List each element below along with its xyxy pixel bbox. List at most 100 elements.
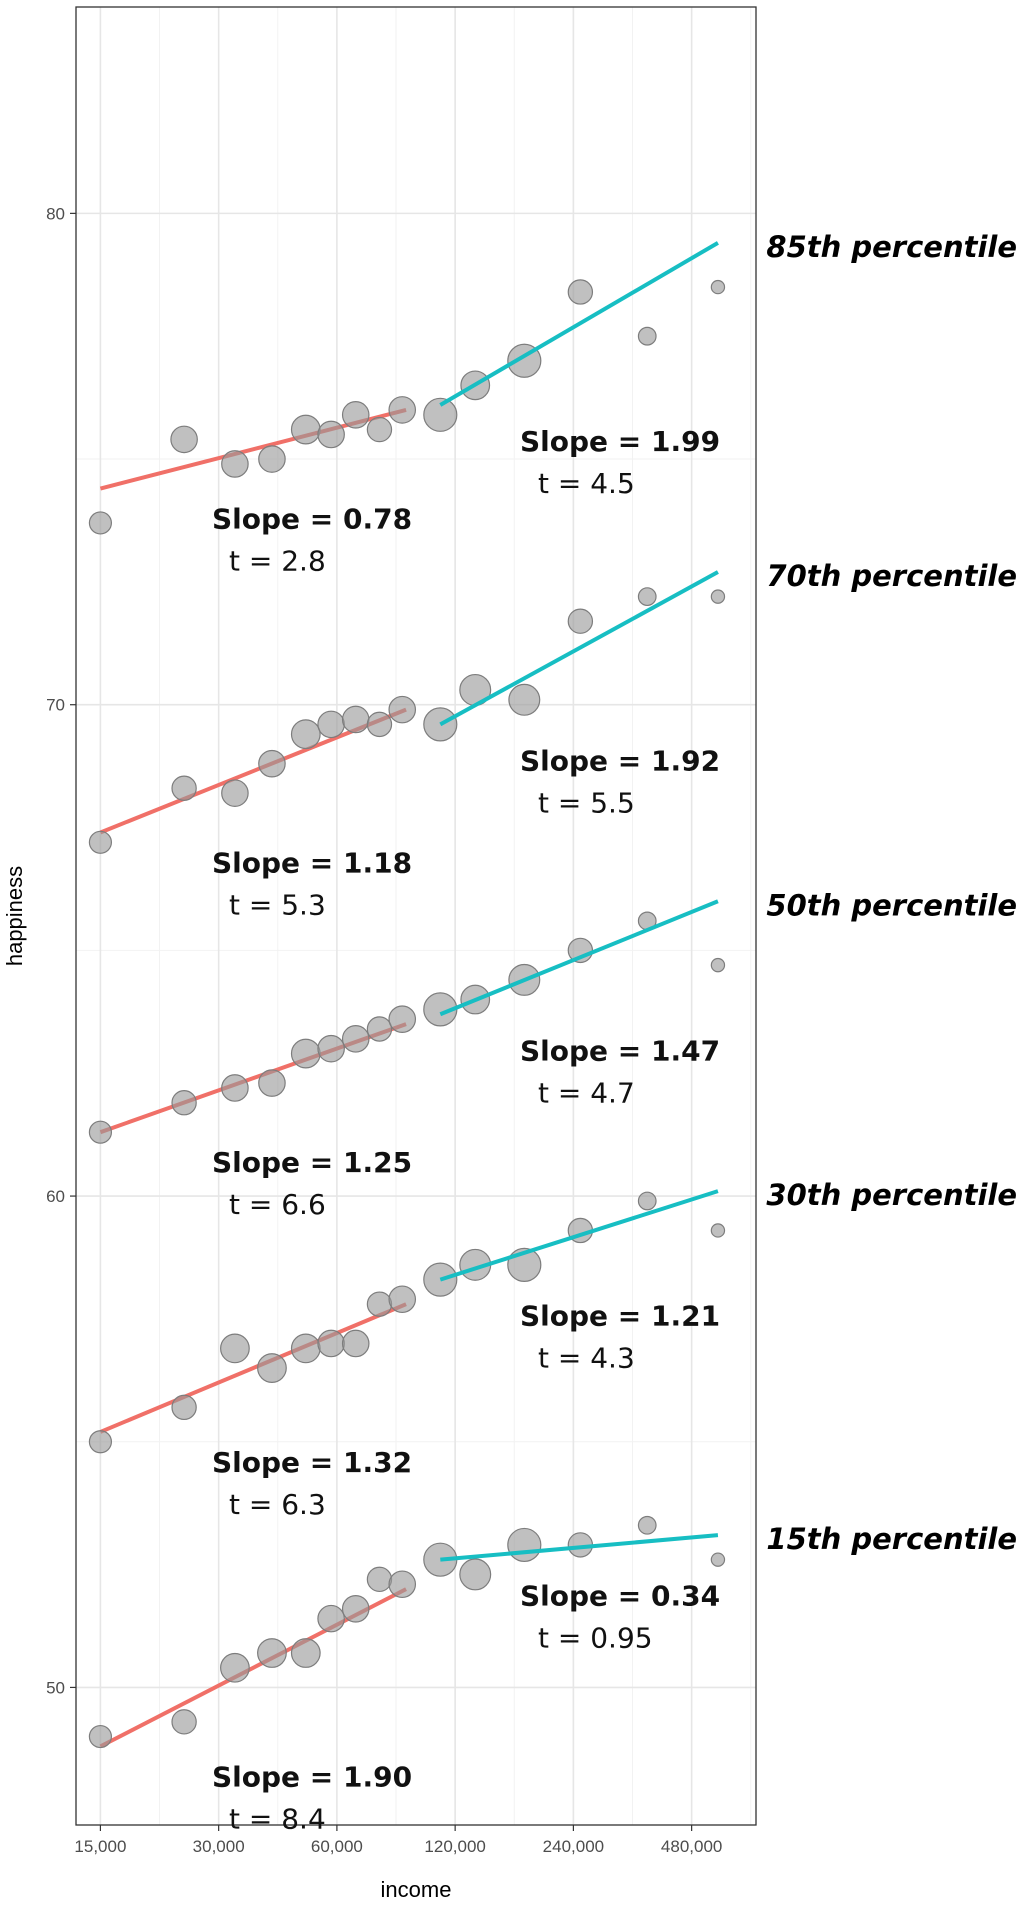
data-point bbox=[341, 1595, 370, 1623]
data-point bbox=[341, 401, 370, 429]
slope-label-high: Slope = 1.99 bbox=[520, 425, 720, 458]
x-tick-label: 15,000 bbox=[74, 1837, 126, 1856]
fit-line-high-2 bbox=[439, 899, 719, 1017]
y-tick-label: 70 bbox=[46, 696, 65, 715]
data-point bbox=[366, 1016, 393, 1042]
data-point bbox=[220, 1652, 250, 1683]
x-tick-label: 240,000 bbox=[543, 1837, 604, 1856]
slope-label-low: Slope = 1.18 bbox=[212, 846, 412, 879]
t-stat-label-high: t = 0.95 bbox=[538, 1622, 653, 1655]
slope-label-high: Slope = 1.47 bbox=[520, 1034, 720, 1067]
data-point bbox=[290, 1333, 321, 1364]
data-point bbox=[171, 1709, 197, 1735]
plot-border bbox=[75, 6, 757, 1826]
t-stat-label-low: t = 5.3 bbox=[229, 888, 326, 921]
slope-label-high: Slope = 1.92 bbox=[520, 744, 720, 777]
percentile-label: 85th percentile bbox=[766, 230, 1017, 264]
data-point bbox=[220, 1333, 250, 1364]
t-stat-label-low: t = 8.4 bbox=[229, 1802, 326, 1835]
t-stat-label-low: t = 6.3 bbox=[229, 1488, 326, 1521]
data-point bbox=[171, 1394, 197, 1421]
data-point bbox=[258, 1069, 286, 1097]
data-point bbox=[171, 1090, 197, 1116]
data-point bbox=[258, 749, 286, 778]
t-stat-label-high: t = 4.3 bbox=[538, 1342, 635, 1375]
data-point bbox=[459, 1558, 492, 1591]
data-point bbox=[388, 1570, 417, 1599]
data-point bbox=[290, 1638, 321, 1668]
data-point bbox=[88, 1430, 113, 1454]
data-point bbox=[388, 1005, 417, 1033]
high-income-fit-lines bbox=[439, 241, 719, 1562]
data-points bbox=[88, 279, 726, 1749]
data-point bbox=[290, 414, 321, 445]
y-tick-label: 50 bbox=[46, 1678, 65, 1697]
t-stat-label-high: t = 4.5 bbox=[538, 467, 635, 500]
data-point bbox=[317, 710, 345, 739]
slope-label-low: Slope = 1.90 bbox=[212, 1760, 412, 1793]
percentile-label: 30th percentile bbox=[766, 1178, 1017, 1212]
data-point bbox=[341, 1329, 370, 1358]
data-point bbox=[221, 1074, 249, 1102]
data-point bbox=[637, 1191, 657, 1211]
x-tick-label: 60,000 bbox=[311, 1837, 363, 1856]
data-point bbox=[317, 1604, 345, 1633]
data-point bbox=[221, 450, 249, 478]
data-point bbox=[290, 1038, 321, 1069]
t-stat-label-low: t = 6.6 bbox=[229, 1188, 326, 1221]
percentile-labels: 85th percentile 70th percentile 50th perce… bbox=[766, 230, 1017, 1556]
data-point bbox=[290, 719, 321, 750]
data-point bbox=[88, 1120, 113, 1144]
data-point bbox=[366, 711, 393, 738]
data-point bbox=[567, 279, 594, 305]
data-point bbox=[88, 830, 113, 854]
data-point bbox=[637, 587, 657, 607]
data-point bbox=[388, 1285, 417, 1314]
data-point bbox=[507, 1527, 542, 1563]
x-tick-label: 120,000 bbox=[424, 1837, 485, 1856]
data-point bbox=[88, 511, 113, 535]
y-axis-title: happiness bbox=[2, 866, 27, 966]
x-tick-label: 30,000 bbox=[193, 1837, 245, 1856]
data-point bbox=[710, 1552, 726, 1567]
data-point bbox=[258, 445, 286, 473]
fit-line-high-3 bbox=[439, 1189, 719, 1282]
data-point bbox=[567, 608, 594, 634]
data-point bbox=[317, 1329, 345, 1358]
data-point bbox=[637, 1515, 657, 1535]
t-stat-label-high: t = 4.7 bbox=[538, 1076, 635, 1109]
slope-annotations: Slope = 0.78 t = 2.8 Slope = 1.99 t = 4.5 Sl… bbox=[212, 425, 720, 1835]
percentile-label: 70th percentile bbox=[766, 559, 1017, 593]
fit-line-low-3 bbox=[99, 1302, 407, 1434]
fit-line-high-1 bbox=[439, 570, 719, 727]
x-axis-title: income bbox=[381, 1877, 452, 1902]
y-axis: 50 60 70 80 bbox=[46, 204, 76, 1697]
grid bbox=[76, 7, 756, 1825]
data-point bbox=[171, 775, 197, 801]
data-point bbox=[317, 420, 345, 449]
data-point bbox=[710, 589, 726, 604]
data-point bbox=[366, 1291, 393, 1317]
slope-label-high: Slope = 0.34 bbox=[520, 1580, 720, 1613]
data-point bbox=[170, 425, 198, 454]
data-point bbox=[710, 957, 726, 973]
data-point bbox=[423, 397, 458, 432]
data-point bbox=[388, 396, 417, 424]
t-stat-label-low: t = 2.8 bbox=[229, 545, 326, 578]
data-point bbox=[637, 326, 657, 346]
slope-label-low: Slope = 0.78 bbox=[212, 503, 412, 536]
data-point bbox=[88, 1724, 113, 1749]
x-axis: 15,000 30,000 60,000 120,000 240,000 480,000 bbox=[74, 1825, 722, 1856]
fit-line-high-4 bbox=[440, 1533, 719, 1562]
y-tick-label: 80 bbox=[46, 204, 65, 223]
data-point bbox=[257, 1638, 287, 1668]
t-stat-label-high: t = 5.5 bbox=[538, 786, 635, 819]
data-point bbox=[508, 683, 541, 716]
percentile-label: 15th percentile bbox=[766, 1522, 1017, 1556]
data-point bbox=[710, 279, 726, 295]
data-point bbox=[341, 705, 370, 734]
data-point bbox=[366, 416, 393, 443]
data-point bbox=[341, 1025, 370, 1053]
data-point bbox=[221, 779, 249, 807]
